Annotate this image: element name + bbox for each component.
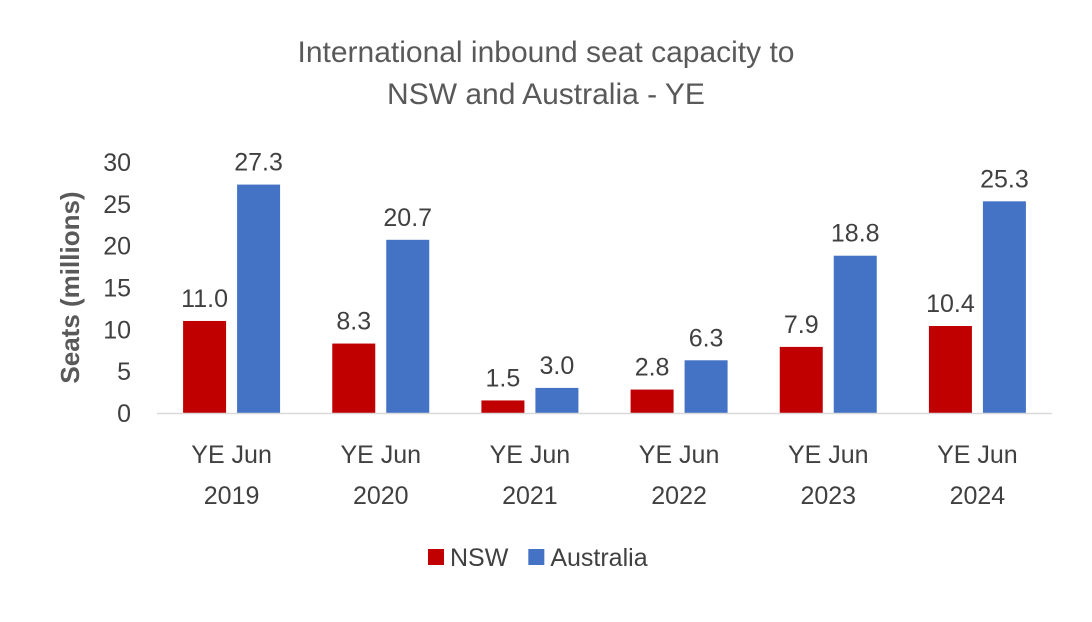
legend-label-nsw: NSW <box>450 544 509 572</box>
data-label-nsw-3: 2.8 <box>635 354 670 382</box>
legend-swatch-nsw <box>428 549 444 565</box>
bar-australia-2 <box>535 387 579 413</box>
bar-nsw-1 <box>332 343 376 413</box>
data-label-australia-4: 18.8 <box>831 220 880 248</box>
bar-nsw-0 <box>183 320 227 413</box>
y-tick-label: 10 <box>103 316 131 344</box>
x-category-label: YE Jun <box>639 441 720 469</box>
data-label-australia-1: 20.7 <box>383 204 432 232</box>
y-axis-label: Seats (millions) <box>55 191 85 383</box>
data-labels: 11.0 27.3 8.3 20.7 1.5 3.0 2.8 6.3 7.9 18.8 10.4 25… <box>181 149 1029 393</box>
bar-nsw-5 <box>928 325 972 413</box>
bar-australia-4 <box>833 255 877 413</box>
x-category-label: 2020 <box>353 482 409 510</box>
legend-swatch-australia <box>528 549 545 565</box>
x-category-label: 2024 <box>950 482 1006 510</box>
x-axis-categories: YE Jun 2019 YE Jun 2020 YE Jun 2021 YE Jun 2022… <box>191 441 1017 510</box>
data-label-australia-5: 25.3 <box>980 165 1029 193</box>
data-label-australia-2: 3.0 <box>540 352 575 380</box>
y-tick-label: 20 <box>103 233 131 261</box>
y-tick-label: 15 <box>103 275 131 303</box>
data-label-nsw-5: 10.4 <box>926 290 975 318</box>
x-category-label: YE Jun <box>788 441 869 469</box>
bar-nsw-4 <box>779 346 823 413</box>
data-label-nsw-1: 8.3 <box>336 308 371 336</box>
x-category-label: 2022 <box>651 482 707 510</box>
x-category-label: YE Jun <box>490 441 571 469</box>
y-axis-title: Seats (millions) <box>55 191 85 383</box>
data-label-australia-0: 27.3 <box>234 149 283 177</box>
x-category-label: 2021 <box>502 482 558 510</box>
legend-label-australia: Australia <box>550 544 647 572</box>
x-category-label: YE Jun <box>191 441 272 469</box>
data-label-nsw-0: 11.0 <box>181 285 228 313</box>
bar-nsw-2 <box>481 400 525 413</box>
data-label-australia-3: 6.3 <box>689 324 724 352</box>
x-category-label: 2023 <box>800 482 856 510</box>
data-label-nsw-4: 7.9 <box>784 311 819 339</box>
x-category-label: YE Jun <box>937 441 1018 469</box>
bar-australia-5 <box>982 201 1026 413</box>
data-label-nsw-2: 1.5 <box>486 364 521 392</box>
y-tick-label: 25 <box>103 191 131 219</box>
x-category-label: 2019 <box>204 482 260 510</box>
bar-australia-0 <box>237 184 281 413</box>
x-category-label: YE Jun <box>340 441 421 469</box>
y-tick-label: 30 <box>103 149 131 177</box>
legend: NSW Australia <box>428 544 648 572</box>
bar-nsw-3 <box>630 389 674 413</box>
y-tick-label: 0 <box>117 400 131 428</box>
bars <box>183 184 1026 413</box>
chart-title: International inbound seat capacity to NS… <box>297 36 794 111</box>
chart-title-line: NSW and Australia - YE <box>387 78 705 111</box>
y-tick-label: 5 <box>117 358 131 386</box>
y-axis-ticks: 0 5 10 15 20 25 30 <box>103 149 131 428</box>
bar-australia-1 <box>386 239 430 413</box>
bar-australia-3 <box>684 360 728 413</box>
chart-title-line: International inbound seat capacity to <box>297 36 794 69</box>
